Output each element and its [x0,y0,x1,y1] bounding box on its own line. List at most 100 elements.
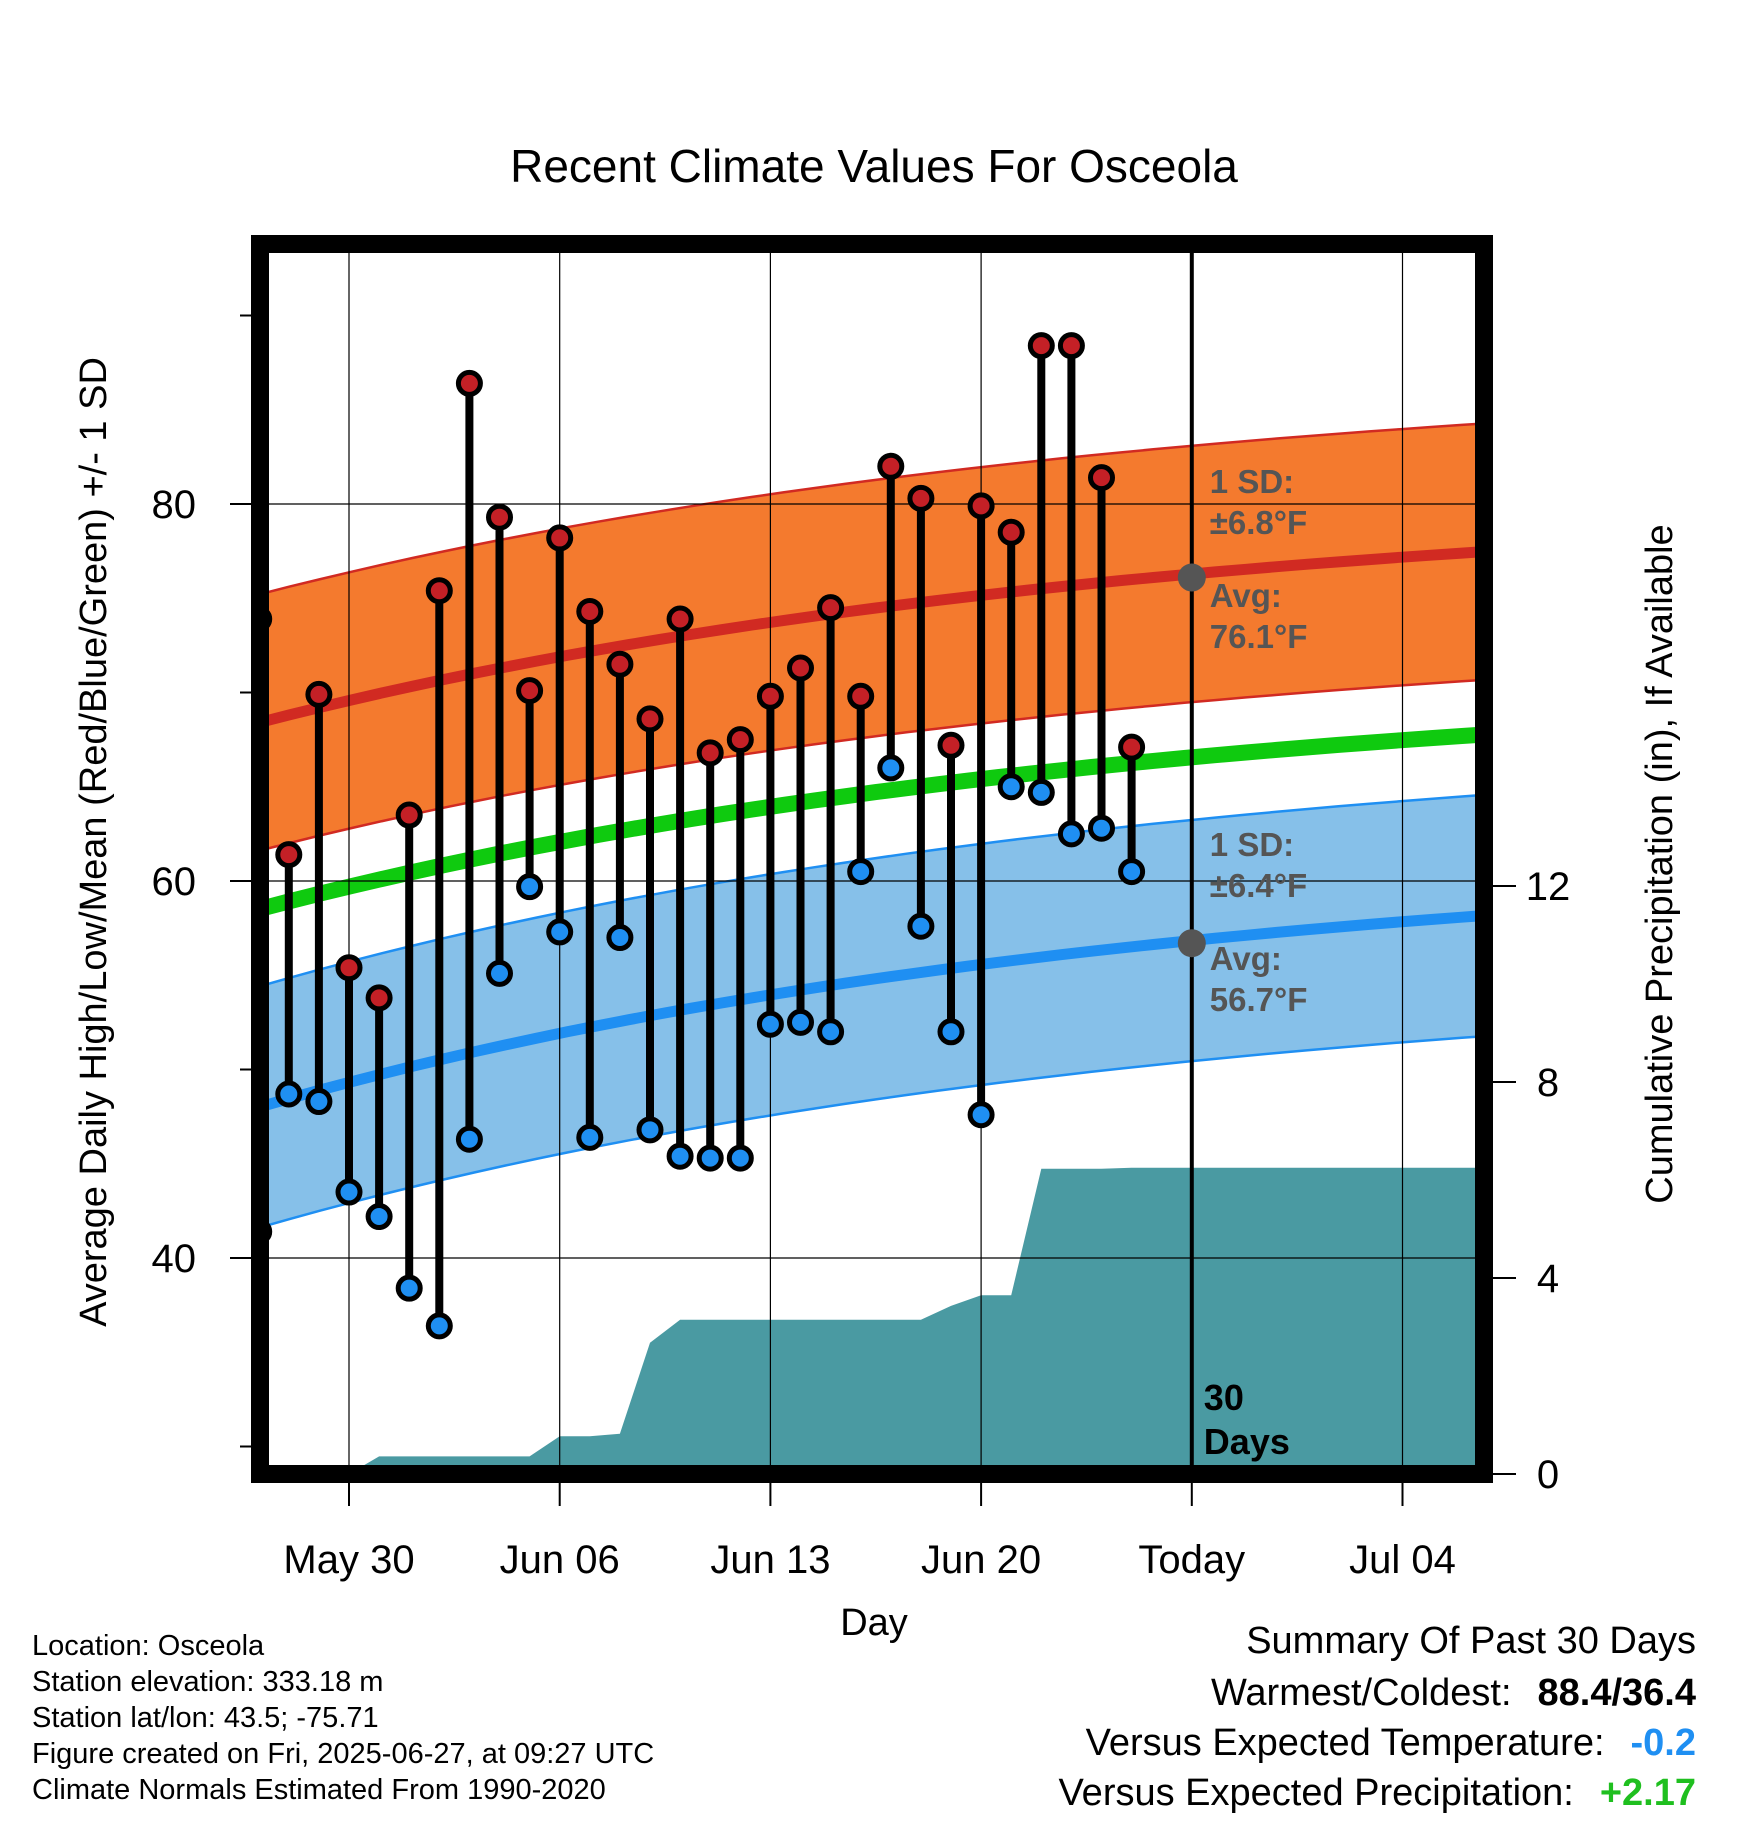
low-temp-point [335,1178,363,1206]
low-temp-point [1057,820,1085,848]
high-temp-point [275,841,303,869]
high-temp-point [726,726,754,754]
x-axis-label: Day [840,1602,908,1644]
precip-value: +2.17 [1599,1772,1696,1814]
low-temp-point [636,1116,664,1144]
summary-warm-cold: Warmest/Coldest: 88.4/36.4 [1211,1672,1696,1715]
footer-location: Location: Osceola [32,1630,265,1662]
low-sd-upper-line [260,793,1484,988]
x-tick-label: Jun 06 [500,1538,620,1582]
footer-latlon: Station lat/lon: 43.5; -75.71 [32,1702,379,1734]
low-temp-point [756,1010,784,1038]
y2-tick-label: 8 [1537,1061,1559,1105]
high-temp-point [937,731,965,759]
y2-tick-label: 4 [1537,1257,1559,1301]
warm-cold-label: Warmest/Coldest: [1210,1672,1512,1714]
low-temp-point [1088,814,1115,842]
y2-tick-label: 0 [1537,1453,1559,1497]
low-temp-point [907,912,935,940]
footer-normals: Climate Normals Estimated From 1990-2020 [32,1774,606,1806]
high-temp-point [877,452,905,480]
high-temp-point [997,518,1025,546]
low-temp-point [606,924,634,952]
high-temp-point [335,954,363,982]
warm-cold-value: 88.4/36.4 [1537,1672,1696,1714]
plot-area: 1 SD: ±6.8°F Avg: 76.1°F 1 SD: ±6.4°F Avg: 56.7… [152,0,1571,1582]
y-tick-label: 80 [152,483,197,527]
high-temp-point [666,605,694,633]
high-sd-value: ±6.8°F [1210,504,1307,541]
plot-content [260,0,1484,1474]
summary-heading: Summary Of Past 30 Days [1246,1620,1696,1663]
high-temp-point [546,524,574,552]
high-temp-point [1027,332,1055,360]
low-temp-point [696,1144,724,1172]
high-temp-point [576,597,604,625]
high-temp-point [696,739,724,767]
high-temp-point [847,682,875,710]
footer-info: Location: Osceola Station elevation: 333… [32,1628,654,1808]
low-temp-point [546,918,574,946]
y-axis-label: Average Daily High/Low/Mean (Red/Blue/Gr… [73,357,115,1327]
summary-heading-text: Summary Of Past 30 Days [1246,1620,1696,1662]
summary-precipitation: Versus Expected Precipitation: +2.17 [1058,1772,1696,1815]
cumulative-precip-area [318,1167,1484,1474]
low-sd-value: ±6.4°F [1210,867,1307,904]
y-tick-label: 60 [152,860,197,904]
high-temp-point [907,484,935,512]
high-sd-upper-line [260,422,1484,596]
high-temp-point [756,682,784,710]
low-mean-line [260,910,1484,1113]
high-temp-point [636,705,664,733]
high-temp-point [455,369,483,397]
low-temp-point [455,1125,483,1153]
low-temp-point [395,1274,423,1302]
days-window-label: 30 [1204,1377,1244,1418]
temp-value: -0.2 [1630,1722,1696,1764]
x-tick-label: May 30 [283,1538,414,1582]
high-temp-point [787,654,814,682]
chart-title: Recent Climate Values For Osceola [510,140,1238,192]
low-sd-lower-line [260,1034,1484,1229]
low-temp-point [1151,0,1173,11]
high-temp-point [516,677,544,705]
low-sd-band [260,794,1484,1228]
low-temp-point [666,1142,694,1170]
footer-elevation: Station elevation: 333.18 m [32,1666,384,1698]
high-avg-label: Avg: [1210,577,1282,614]
high-temp-point [967,492,995,520]
low-temp-point [425,1312,453,1340]
y2-axis-label: Cumulative Precipitation (in), If Availa… [1639,524,1681,1203]
low-temp-point [967,1101,995,1129]
x-tick-label: Jul 04 [1349,1538,1456,1582]
precip-label: Versus Expected Precipitation: [1058,1772,1574,1814]
temp-label: Versus Expected Temperature: [1085,1722,1605,1764]
low-temp-point [305,1088,333,1116]
high-temp-point [1057,332,1085,360]
x-tick-label: Jun 13 [710,1538,830,1582]
low-temp-point [1118,858,1146,886]
high-temp-point [606,650,634,678]
low-temp-point [787,1008,814,1036]
low-avg-label: Avg: [1210,940,1282,977]
low-temp-point [847,858,875,886]
high-temp-point [817,594,845,622]
x-tick-label: Today [1138,1538,1245,1582]
low-temp-point [486,959,513,987]
low-sd-label: 1 SD: [1210,826,1294,863]
footer-created: Figure created on Fri, 2025-06-27, at 09… [32,1738,655,1770]
low-temp-point [275,1080,303,1108]
plot-frame [251,235,1493,1483]
daily-mean-line [260,726,1484,918]
low-temp-point [817,1018,845,1046]
high-temp-point [365,984,393,1012]
low-temp-point [997,773,1025,801]
low-avg-value: 56.7°F [1210,981,1308,1018]
high-temp-point [1088,464,1115,492]
low-temp-point [877,754,905,782]
low-temp-point [937,1018,965,1046]
y2-tick-label: 12 [1526,865,1571,909]
low-temp-point [576,1123,604,1151]
today-low-avg-marker [1177,929,1206,958]
